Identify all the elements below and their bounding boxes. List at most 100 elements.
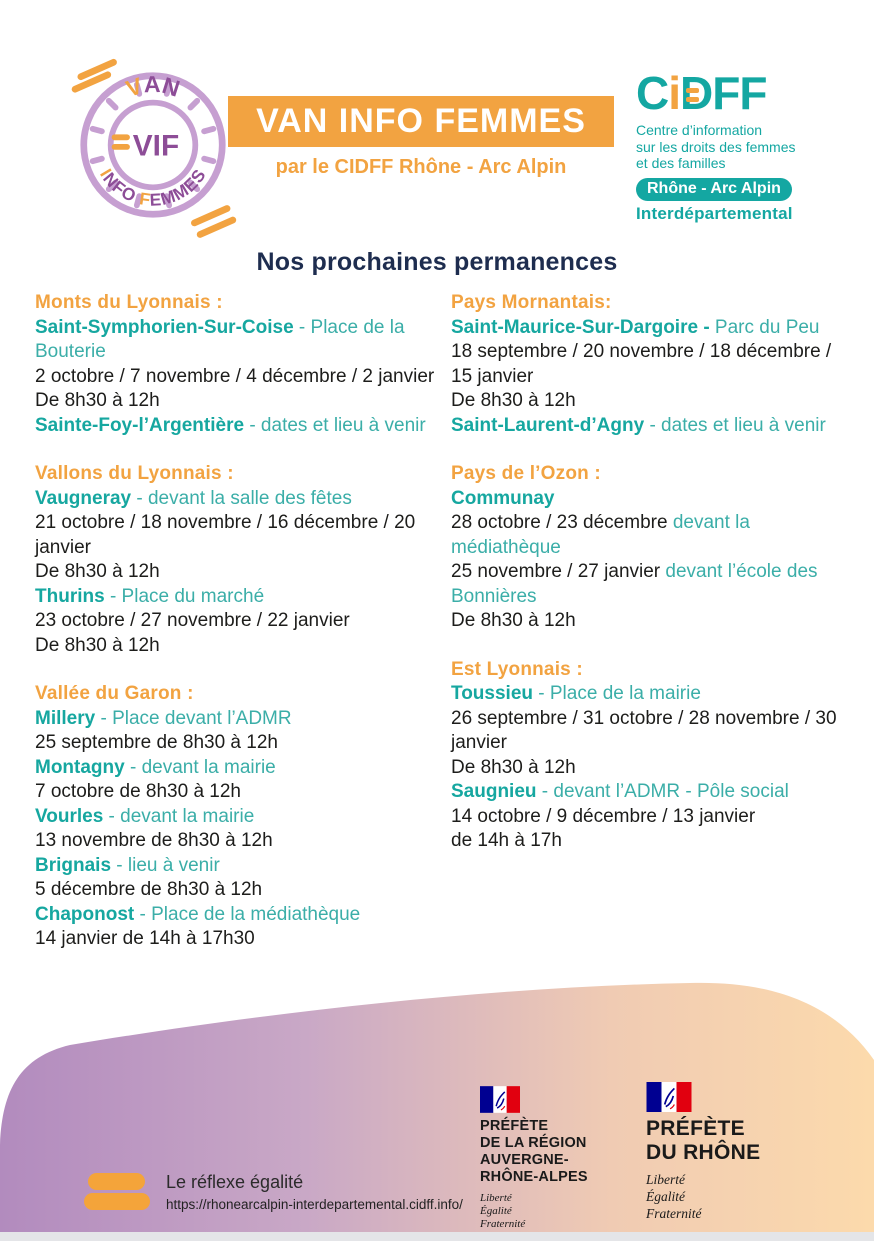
region-section: Monts du Lyonnais : Saint-Symphorien-Sur-… xyxy=(35,291,435,438)
cidff-desc-line: et des familles xyxy=(636,155,726,171)
place-name: Toussieu xyxy=(451,683,533,704)
schedule-line: Saint-Maurice-Sur-Dargoire - Parc du Peu xyxy=(451,316,849,341)
schedule-line: De 8h30 à 12h xyxy=(35,634,435,659)
schedule-line: 7 octobre de 8h30 à 12h xyxy=(35,780,435,805)
page-bottom-edge xyxy=(0,1232,874,1241)
prefecture-region-logo: PRÉFÈTE DE LA RÉGION AUVERGNE- RHÔNE-ALP… xyxy=(480,1086,588,1231)
schedule-line: Thurins - Place du marché xyxy=(35,585,435,610)
schedule-line: 21 octobre / 18 novembre / 16 décembre /… xyxy=(35,511,435,560)
schedule-line: 13 novembre de 8h30 à 12h xyxy=(35,829,435,854)
dates-text: De 8h30 à 12h xyxy=(35,561,160,582)
schedule-line: Sainte-Foy-l’Argentière - dates et lieu … xyxy=(35,414,435,439)
cidff-logo-block: CiD FF Centre d’information sur les droits… xyxy=(636,70,846,224)
region-heading: Est Lyonnais : xyxy=(451,658,583,680)
region-section: Pays Mornantais: Saint-Maurice-Sur-Dargoi… xyxy=(451,291,849,438)
schedule-line: De 8h30 à 12h xyxy=(35,560,435,585)
dates-text: De 8h30 à 12h xyxy=(451,390,576,411)
dates-text: de 14h à 17h xyxy=(451,830,562,851)
schedule-line: 14 janvier de 14h à 17h30 xyxy=(35,927,435,952)
schedule-line: Chaponost - Place de la médiathèque xyxy=(35,903,435,928)
cidff-desc-line: sur les droits des femmes xyxy=(636,138,796,155)
region-heading: Monts du Lyonnais : xyxy=(35,292,223,313)
cidff-desc-line: Centre d’information xyxy=(636,122,763,138)
schedule-line: Montagny - devant la mairie xyxy=(35,756,435,781)
website-url-link[interactable]: https://rhonearcalpin-interdepartemental… xyxy=(166,1197,463,1212)
schedule-line: 25 novembre / 27 janvier devant l’école … xyxy=(451,560,849,609)
dates-text: 18 septembre / 20 novembre / 18 décembre… xyxy=(451,341,832,387)
van-info-femmes-logo: VAN INFO FEMMES VIF xyxy=(71,58,237,238)
place-name: Saint-Maurice-Sur-Dargoire - xyxy=(451,316,710,338)
dates-text: 25 septembre de 8h30 à 12h xyxy=(35,732,278,753)
prefecture-name: PRÉFÈTE DE LA RÉGION AUVERGNE- RHÔNE-ALP… xyxy=(480,1118,588,1185)
place-name: Vaugneray xyxy=(35,487,132,509)
orange-slash-decoration xyxy=(71,58,237,238)
place-detail: - devant la mairie xyxy=(124,756,276,778)
schedule-line: De 8h30 à 12h xyxy=(451,389,849,414)
place-name: Chaponost xyxy=(35,903,135,925)
banner-subtitle: par le CIDFF Rhône - Arc Alpin xyxy=(275,156,567,178)
french-flag-icon xyxy=(646,1082,692,1112)
place-detail: - Place de la Bouterie xyxy=(35,316,405,363)
schedule-line: 2 octobre / 7 novembre / 4 décembre / 2 … xyxy=(35,365,435,390)
schedule-line: Saint-Symphorien-Sur-Coise - Place de la… xyxy=(35,316,435,365)
prefecture-rhone-logo: PRÉFÈTE DU RHÔNE Liberté Égalité Fratern… xyxy=(646,1082,760,1222)
place-name: Communay xyxy=(451,487,555,509)
place-name: Vourles xyxy=(35,805,104,827)
schedule-line: Toussieu - Place de la mairie xyxy=(451,682,849,707)
cidff-acronym: CiD FF xyxy=(636,67,767,119)
place-name: Saint-Laurent-d’Agny xyxy=(451,414,645,436)
schedule-line: 28 octobre / 23 décembre devant la média… xyxy=(451,511,849,560)
prefecture-name: PRÉFÈTE DU RHÔNE xyxy=(646,1117,761,1164)
dates-text: 26 septembre / 31 octobre / 28 novembre … xyxy=(451,707,837,754)
dates-text: 25 novembre / 27 janvier xyxy=(451,561,666,582)
dates-text: 5 décembre de 8h30 à 12h xyxy=(35,879,263,900)
place-detail: Parc du Peu xyxy=(709,316,820,338)
dates-text: 14 janvier de 14h à 17h30 xyxy=(35,928,255,949)
schedule-column-right: Pays Mornantais: Saint-Maurice-Sur-Dargoi… xyxy=(451,291,849,878)
place-name: Sainte-Foy-l’Argentière xyxy=(35,414,245,436)
place-name: Thurins xyxy=(35,585,105,607)
logo-inner-ring xyxy=(107,99,199,191)
dates-text: 28 octobre / 23 décembre xyxy=(451,512,673,533)
region-heading: Vallée du Garon : xyxy=(35,683,194,704)
cidff-subregion: Interdépartemental xyxy=(636,203,793,223)
dates-text: 13 novembre de 8h30 à 12h xyxy=(35,830,273,851)
place-name: Montagny xyxy=(35,756,125,778)
schedule-line: 25 septembre de 8h30 à 12h xyxy=(35,731,435,756)
schedule-line: 14 octobre / 9 décembre / 13 janvier xyxy=(451,805,849,830)
schedule-line: De 8h30 à 12h xyxy=(451,609,849,634)
title-banner: VAN INFO FEMMES xyxy=(228,96,614,147)
dates-text: 23 octobre / 27 novembre / 22 janvier xyxy=(35,610,350,631)
region-section: Vallée du Garon : Millery - Place devant … xyxy=(35,682,435,952)
region-heading: Vallons du Lyonnais : xyxy=(35,463,234,484)
place-detail: - Place du marché xyxy=(104,585,265,607)
logo-center-text: VIF xyxy=(133,130,179,163)
region-section: Vallons du Lyonnais : Vaugneray - devant … xyxy=(35,462,435,658)
place-detail: - Place devant l’ADMR xyxy=(95,707,292,729)
dates-text: De 8h30 à 12h xyxy=(451,610,576,631)
place-detail: devant l’école des Bonnières xyxy=(451,561,818,607)
schedule-line: Saugnieu - devant l’ADMR - Pôle social xyxy=(451,780,849,805)
reflexe-egalite-block: Le réflexe égalité https://rhonearcalpin… xyxy=(84,1170,463,1216)
equals-icon xyxy=(111,134,130,150)
footer-gradient-shape xyxy=(0,982,874,1232)
dates-text: 21 octobre / 18 novembre / 16 décembre /… xyxy=(35,512,416,558)
place-name: Millery xyxy=(35,707,96,729)
schedule-line: 23 octobre / 27 novembre / 22 janvier xyxy=(35,609,435,634)
motto: Liberté Égalité Fraternité xyxy=(646,1172,702,1221)
dates-text: 7 octobre de 8h30 à 12h xyxy=(35,781,242,802)
region-pill: Rhône - Arc Alpin xyxy=(636,177,792,201)
place-detail: - devant l’ADMR - Pôle social xyxy=(536,781,789,802)
dates-text: De 8h30 à 12h xyxy=(451,756,576,778)
schedule-line: Communay xyxy=(451,487,849,512)
dates-text: De 8h30 à 12h xyxy=(35,634,160,656)
schedule-line: Vaugneray - devant la salle des fêtes xyxy=(35,487,435,512)
motto: Liberté Égalité Fraternité xyxy=(480,1192,526,1230)
schedule-line: 18 septembre / 20 novembre / 18 décembre… xyxy=(451,340,849,389)
dates-text: 2 octobre / 7 novembre / 4 décembre / 2 … xyxy=(35,365,435,387)
schedule-line: de 14h à 17h xyxy=(451,829,849,854)
schedule-line: 5 décembre de 8h30 à 12h xyxy=(35,878,435,903)
dates-text: 14 octobre / 9 décembre / 13 janvier xyxy=(451,805,756,827)
place-name: Saugnieu xyxy=(451,781,537,802)
